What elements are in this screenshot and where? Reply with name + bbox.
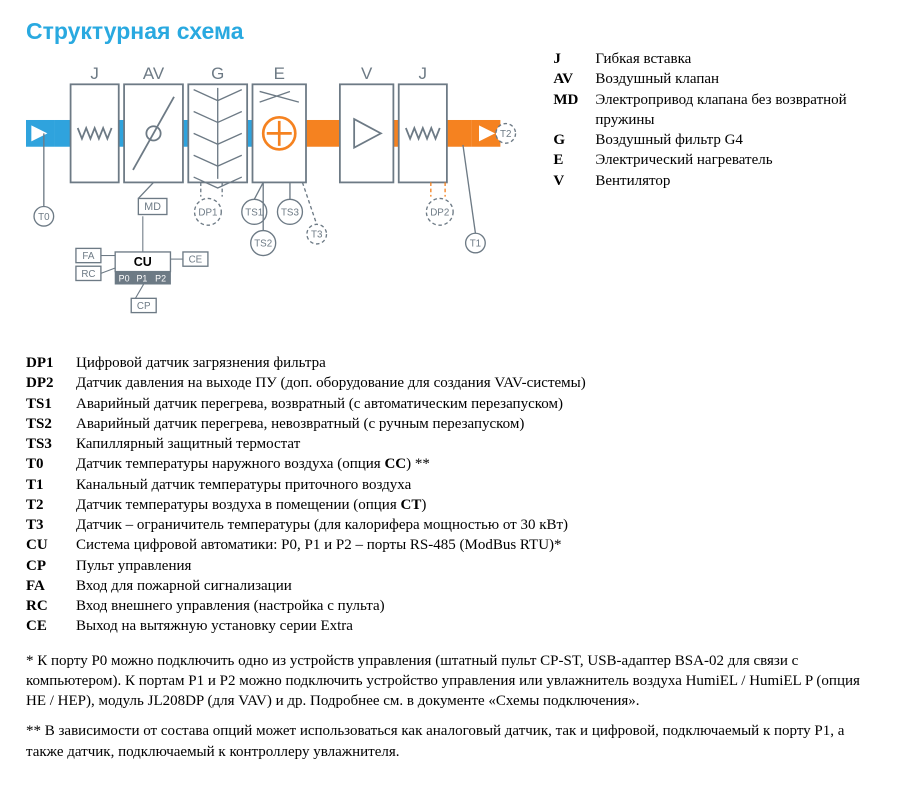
legend-row: AV Воздушный клапан	[553, 69, 871, 89]
def-text: Датчик температуры наружного воздуха (оп…	[76, 454, 430, 474]
def-row: TS3 Капиллярный защитный термостат	[26, 434, 871, 454]
def-row: T1 Канальный датчик температуры приточног…	[26, 475, 871, 495]
page-title: Структурная схема	[26, 18, 871, 45]
legend-label: J	[553, 49, 587, 69]
def-label: DP1	[26, 353, 66, 373]
svg-text:TS1: TS1	[245, 207, 263, 218]
def-row: CE Выход на вытяжную установку серии Extr…	[26, 616, 871, 636]
def-label: TS3	[26, 434, 66, 454]
def-row: TS1 Аварийный датчик перегрева, возвратны…	[26, 394, 871, 414]
def-text: Система цифровой автоматики: P0, P1 и P2…	[76, 535, 562, 555]
footnote: * К порту P0 можно подключить одно из ус…	[26, 651, 871, 712]
def-row: T2 Датчик температуры воздуха в помещении…	[26, 495, 871, 515]
svg-text:G: G	[211, 64, 224, 83]
legend-text: Вентилятор	[595, 171, 670, 191]
svg-text:CP: CP	[137, 301, 151, 312]
svg-text:P0: P0	[119, 273, 130, 283]
def-label: T1	[26, 475, 66, 495]
def-row: TS2 Аварийный датчик перегрева, невозврат…	[26, 414, 871, 434]
def-text: Аварийный датчик перегрева, невозвратный…	[76, 414, 524, 434]
svg-text:P1: P1	[136, 273, 147, 283]
svg-text:FA: FA	[82, 251, 94, 262]
def-row: CU Система цифровой автоматики: P0, P1 и …	[26, 535, 871, 555]
footnotes: * К порту P0 можно подключить одно из ус…	[26, 651, 871, 762]
legend-text: Электропривод клапана без возвратной пру…	[595, 90, 871, 131]
legend-text: Гибкая вставка	[595, 49, 691, 69]
def-text: Пульт управления	[76, 556, 191, 576]
svg-text:E: E	[274, 64, 285, 83]
def-row: DP1 Цифровой датчик загрязнения фильтра	[26, 353, 871, 373]
def-label: TS1	[26, 394, 66, 414]
def-text: Датчик – ограничитель температуры (для к…	[76, 515, 568, 535]
def-label: CP	[26, 556, 66, 576]
svg-text:V: V	[361, 64, 373, 83]
def-text: Вход для пожарной сигнализации	[76, 576, 292, 596]
def-label: T3	[26, 515, 66, 535]
def-label: CU	[26, 535, 66, 555]
def-text: Вход внешнего управления (настройка с пу…	[76, 596, 385, 616]
svg-text:AV: AV	[143, 64, 165, 83]
def-label: DP2	[26, 373, 66, 393]
svg-text:T3: T3	[311, 230, 323, 241]
svg-text:TS3: TS3	[281, 207, 300, 218]
svg-text:T1: T1	[470, 239, 481, 250]
legend-row: MDЭлектропривод клапана без возвратной п…	[553, 90, 871, 131]
svg-text:J: J	[419, 64, 427, 83]
legend-row: E Электрический нагреватель	[553, 150, 871, 170]
svg-text:T2: T2	[500, 129, 511, 140]
def-label: T2	[26, 495, 66, 515]
def-text: Выход на вытяжную установку серии Extra	[76, 616, 353, 636]
legend-row: V Вентилятор	[553, 171, 871, 191]
def-row: CP Пульт управления	[26, 556, 871, 576]
legend-label: E	[553, 150, 587, 170]
def-label: TS2	[26, 414, 66, 434]
def-label: T0	[26, 454, 66, 474]
legend-text: Электрический нагреватель	[595, 150, 772, 170]
def-text: Канальный датчик температуры приточного …	[76, 475, 411, 495]
legend-row: J Гибкая вставка	[553, 49, 871, 69]
svg-text:P2: P2	[155, 273, 166, 283]
legend: JГибкая вставкаAVВоздушный клапанMDЭлект…	[553, 49, 871, 191]
footnote: ** В зависимости от состава опций может …	[26, 721, 871, 762]
svg-text:T0: T0	[38, 212, 50, 223]
def-label: CE	[26, 616, 66, 636]
svg-text:RC: RC	[81, 269, 95, 280]
def-text: Датчик температуры воздуха в помещении (…	[76, 495, 426, 515]
legend-text: Воздушный клапан	[595, 69, 719, 89]
def-text: Капиллярный защитный термостат	[76, 434, 300, 454]
legend-label: AV	[553, 69, 587, 89]
def-row: FA Вход для пожарной сигнализации	[26, 576, 871, 596]
def-row: RC Вход внешнего управления (настройка с …	[26, 596, 871, 616]
legend-label: MD	[553, 90, 587, 131]
def-row: T3 Датчик – ограничитель температуры (для…	[26, 515, 871, 535]
svg-text:TS2: TS2	[254, 239, 272, 250]
def-label: FA	[26, 576, 66, 596]
def-row: T0 Датчик температуры наружного воздуха (…	[26, 454, 871, 474]
svg-text:DP2: DP2	[430, 207, 449, 218]
def-text: Датчик давления на выходе ПУ (доп. обору…	[76, 373, 586, 393]
def-text: Аварийный датчик перегрева, возвратный (…	[76, 394, 563, 414]
legend-text: Воздушный фильтр G4	[595, 130, 743, 150]
definitions-list: DP1Цифровой датчик загрязнения фильтраDP…	[26, 353, 871, 637]
def-row: DP2 Датчик давления на выходе ПУ (доп. об…	[26, 373, 871, 393]
svg-text:J: J	[90, 64, 98, 83]
def-label: RC	[26, 596, 66, 616]
svg-text:DP1: DP1	[198, 207, 217, 218]
def-text: Цифровой датчик загрязнения фильтра	[76, 353, 326, 373]
legend-label: V	[553, 171, 587, 191]
svg-text:CU: CU	[134, 255, 152, 269]
svg-text:CE: CE	[189, 255, 203, 266]
structural-diagram: J AV G E V J T0 MD DP1 TS1 TS2 TS3 T3 DP2 T1 T2 CU P0 P1 P2…	[26, 49, 525, 339]
svg-text:MD: MD	[144, 201, 161, 213]
legend-row: G Воздушный фильтр G4	[553, 130, 871, 150]
legend-label: G	[553, 130, 587, 150]
